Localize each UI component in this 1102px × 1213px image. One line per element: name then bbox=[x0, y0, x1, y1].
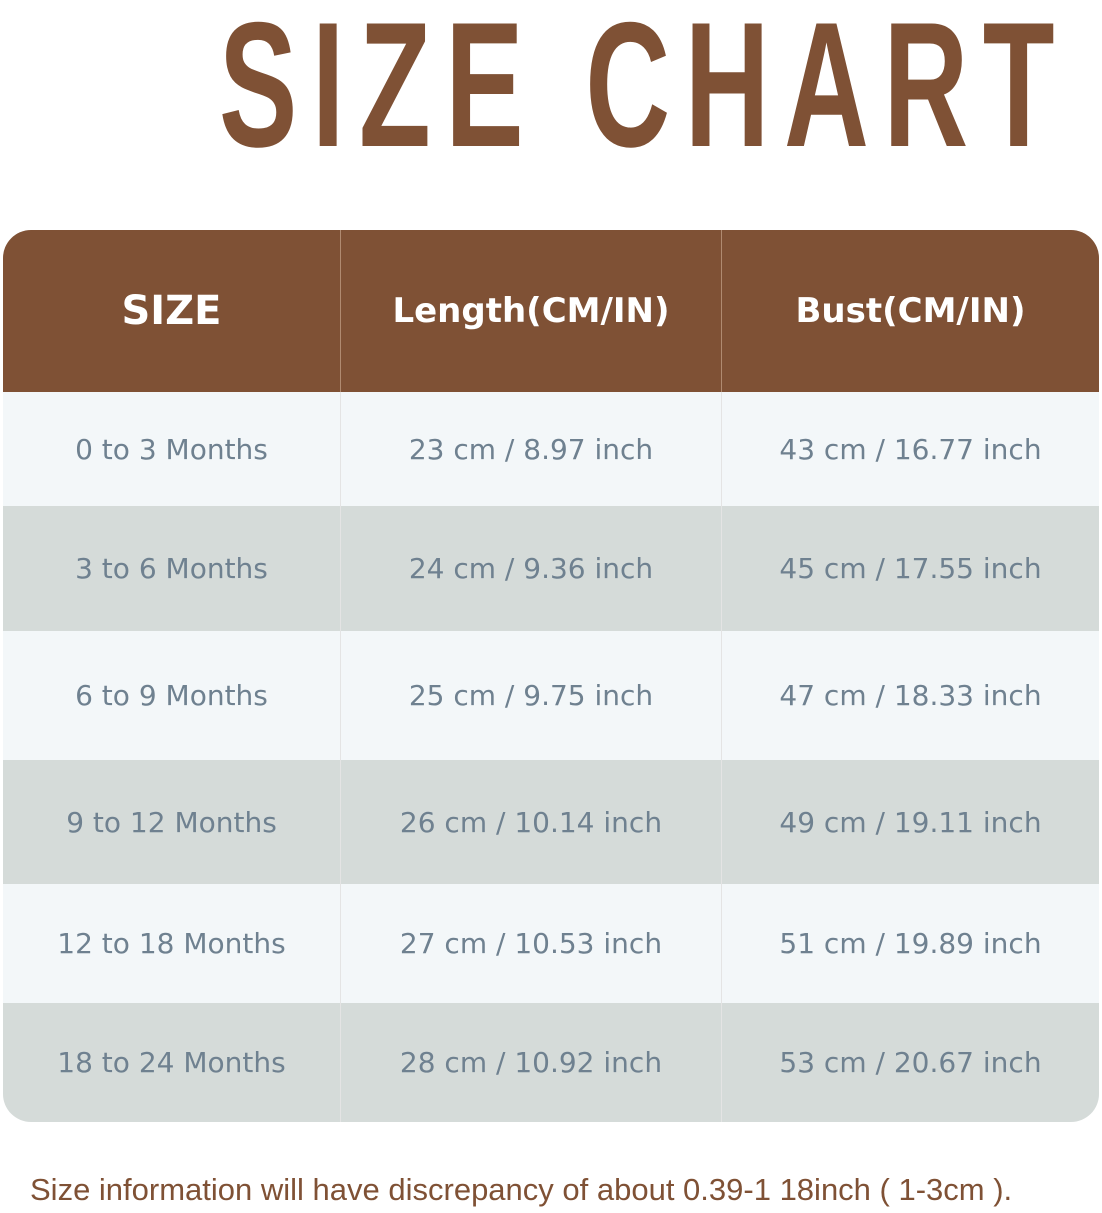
length-cell: 28 cm / 10.92 inch bbox=[341, 1003, 722, 1122]
length-cell: 23 cm / 8.97 inch bbox=[341, 392, 722, 506]
table-row: 6 to 9 Months 25 cm / 9.75 inch 47 cm / … bbox=[3, 631, 1099, 760]
size-cell: 6 to 9 Months bbox=[3, 631, 341, 760]
length-cell: 24 cm / 9.36 inch bbox=[341, 506, 722, 631]
header-bust: Bust(CM/IN) bbox=[795, 291, 1026, 331]
bust-cell: 47 cm / 18.33 inch bbox=[779, 679, 1042, 712]
bust-cell: 45 cm / 17.55 inch bbox=[779, 552, 1042, 585]
bust-cell: 43 cm / 16.77 inch bbox=[779, 432, 1042, 466]
discrepancy-note: Size information will have discrepancy o… bbox=[30, 1172, 1013, 1207]
bust-cell: 51 cm / 19.89 inch bbox=[779, 927, 1042, 960]
table-row: 9 to 12 Months 26 cm / 10.14 inch 49 cm … bbox=[3, 760, 1099, 884]
bust-cell: 49 cm / 19.11 inch bbox=[779, 805, 1042, 839]
page-title: SIZE CHART bbox=[0, 0, 1102, 187]
table-row: 3 to 6 Months 24 cm / 9.36 inch 45 cm / … bbox=[3, 506, 1099, 631]
length-cell: 25 cm / 9.75 inch bbox=[341, 631, 722, 760]
title-text: SIZE CHART bbox=[218, 0, 1070, 184]
length-cell: 26 cm / 10.14 inch bbox=[341, 760, 722, 884]
size-cell: 18 to 24 Months bbox=[3, 1003, 341, 1122]
header-size: SIZE bbox=[3, 230, 341, 392]
size-table: SIZE Length(CM/IN) Bust(CM/IN) 0 to 3 Mo… bbox=[3, 230, 1099, 1122]
size-cell: 0 to 3 Months bbox=[3, 392, 341, 506]
size-cell: 12 to 18 Months bbox=[3, 884, 341, 1003]
length-cell: 27 cm / 10.53 inch bbox=[341, 884, 722, 1003]
size-cell: 3 to 6 Months bbox=[3, 506, 341, 631]
table-row: 18 to 24 Months 28 cm / 10.92 inch 53 cm… bbox=[3, 1003, 1099, 1122]
table-row: 0 to 3 Months 23 cm / 8.97 inch 43 cm / … bbox=[3, 392, 1099, 506]
table-header: SIZE Length(CM/IN) Bust(CM/IN) bbox=[3, 230, 1099, 392]
header-length: Length(CM/IN) bbox=[341, 230, 722, 392]
bust-cell: 53 cm / 20.67 inch bbox=[779, 1046, 1042, 1079]
table-row: 12 to 18 Months 27 cm / 10.53 inch 51 cm… bbox=[3, 884, 1099, 1003]
size-cell: 9 to 12 Months bbox=[3, 760, 341, 884]
